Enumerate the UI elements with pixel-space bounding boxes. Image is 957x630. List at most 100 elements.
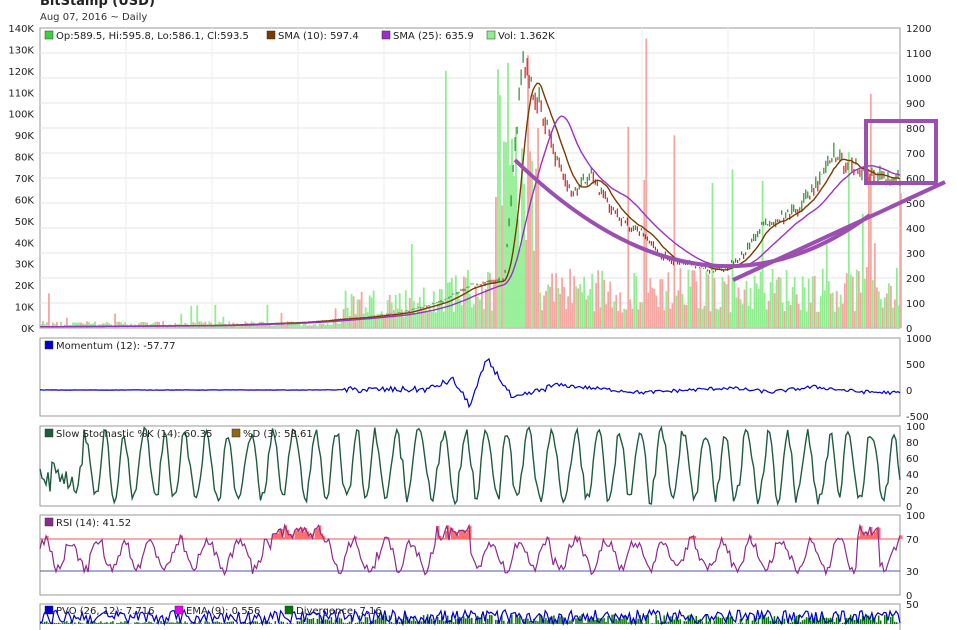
pvo-divergence-bar — [627, 622, 629, 624]
pvo-divergence-bar — [442, 621, 445, 624]
pvo-divergence-bar — [865, 616, 868, 624]
volume-bar — [585, 299, 588, 328]
volume-bar — [593, 311, 596, 328]
pvo-divergence-bar — [571, 619, 573, 624]
volume-bar — [595, 283, 598, 328]
pvo-divergence-bar — [509, 620, 511, 624]
volume-bar — [503, 141, 505, 328]
pvo-divergence-bar — [46, 621, 48, 624]
pvo-divergence-bar — [232, 621, 234, 624]
volume-bar — [781, 302, 784, 328]
volume-bar — [633, 272, 636, 328]
pvo-divergence-bar — [346, 622, 349, 624]
volume-bar — [76, 322, 78, 328]
pvo-divergence-bar — [741, 622, 744, 624]
pvo-divergence-bar — [208, 622, 210, 624]
volume-bar — [773, 293, 776, 328]
pvo-divergence-bar — [513, 623, 515, 624]
pvo-divergence-bar — [491, 615, 493, 624]
volume-bar — [717, 309, 720, 328]
pvo-divergence-bar — [665, 622, 667, 624]
rsi-legend-label: RSI (14): 41.52 — [56, 518, 131, 529]
volume-bar — [563, 286, 566, 328]
volume-axis-tick: 0K — [21, 324, 34, 335]
volume-axis-tick: 100K — [8, 110, 34, 121]
volume-bar — [895, 268, 898, 328]
pvo-divergence-bar — [456, 618, 459, 624]
volume-bar — [651, 287, 654, 328]
pvo-divergence-bar — [318, 614, 321, 624]
pvo-divergence-bar — [186, 622, 188, 624]
volume-bar — [356, 299, 359, 328]
volume-bar — [358, 299, 361, 328]
rsi-overbought-fill — [873, 532, 877, 539]
pvo-divergence-bar — [320, 620, 323, 624]
volume-bar — [813, 276, 816, 328]
pvo-divergence-bar — [607, 616, 609, 624]
volume-bar — [292, 321, 295, 328]
pvo-divergence-bar — [448, 620, 451, 624]
volume-bar — [533, 250, 535, 328]
pvo-divergence-bar — [531, 622, 533, 624]
volume-bar — [749, 287, 752, 328]
pvo-divergence-bar — [304, 623, 307, 624]
volume-bar — [426, 311, 429, 328]
volume-bar — [511, 138, 513, 328]
pvo-divergence-bar — [555, 620, 557, 624]
pvo-divergence-bar — [747, 615, 750, 624]
pvo-divergence-bar — [817, 622, 820, 624]
volume-bar — [114, 313, 116, 328]
volume-axis-tick: 80K — [15, 153, 35, 164]
volume-bar — [665, 291, 668, 328]
volume-bar — [555, 273, 557, 328]
pvo-divergence-bar — [501, 614, 503, 624]
volume-bar — [462, 276, 465, 328]
volume-bar — [765, 309, 768, 328]
pvo-divergence-bar — [218, 621, 220, 624]
pvo-divergence-bar — [489, 614, 491, 624]
rsi-overbought-fill — [867, 534, 871, 539]
pvo-divergence-bar — [565, 621, 567, 624]
volume-axis-tick: 140K — [8, 24, 34, 35]
pvo-divergence-bar — [487, 618, 489, 624]
pvo-divergence-bar — [302, 619, 305, 624]
volume-axis-tick: 60K — [15, 195, 35, 206]
volume-bar — [751, 308, 754, 328]
pvo-divergence-bar — [621, 618, 623, 624]
pvo-divergence-bar — [252, 621, 254, 624]
volume-bar — [274, 324, 277, 328]
volume-bar — [671, 303, 674, 328]
volume-bar — [703, 305, 706, 328]
pvo-divergence-bar — [200, 623, 202, 624]
pvo-divergence-bar — [825, 617, 828, 624]
pvo-divergence-bar — [226, 621, 228, 624]
volume-bar — [376, 313, 379, 328]
pvo-divergence-bar — [268, 621, 271, 624]
volume-bar — [420, 309, 423, 328]
pvo-divergence-bar — [216, 621, 218, 624]
rsi-overbought-fill — [288, 534, 292, 539]
pvo-divergence-bar — [791, 621, 794, 624]
pvo-divergence-bar — [146, 622, 148, 624]
pvo-divergence-bar — [370, 620, 373, 624]
pvo-divergence-bar — [278, 622, 281, 624]
pvo-divergence-bar — [300, 617, 303, 624]
rsi-overbought-fill — [454, 531, 458, 539]
price-legend-swatch — [44, 30, 54, 40]
volume-bar — [841, 303, 844, 328]
stochastic-axis-tick: 80 — [906, 438, 919, 449]
pvo-divergence-bar — [583, 622, 585, 624]
volume-bar — [867, 176, 870, 328]
volume-bar — [625, 309, 628, 328]
volume-bar — [683, 304, 686, 328]
volume-bar — [893, 299, 896, 328]
volume-bar — [539, 292, 541, 328]
volume-bar — [372, 290, 375, 328]
pvo-divergence-bar — [805, 617, 808, 624]
volume-bar — [392, 310, 395, 328]
volume-bar — [873, 243, 876, 328]
pvo-divergence-bar — [821, 615, 824, 624]
volume-bar — [60, 322, 62, 328]
volume-bar — [823, 290, 826, 328]
pvo-divergence-bar — [811, 618, 814, 624]
